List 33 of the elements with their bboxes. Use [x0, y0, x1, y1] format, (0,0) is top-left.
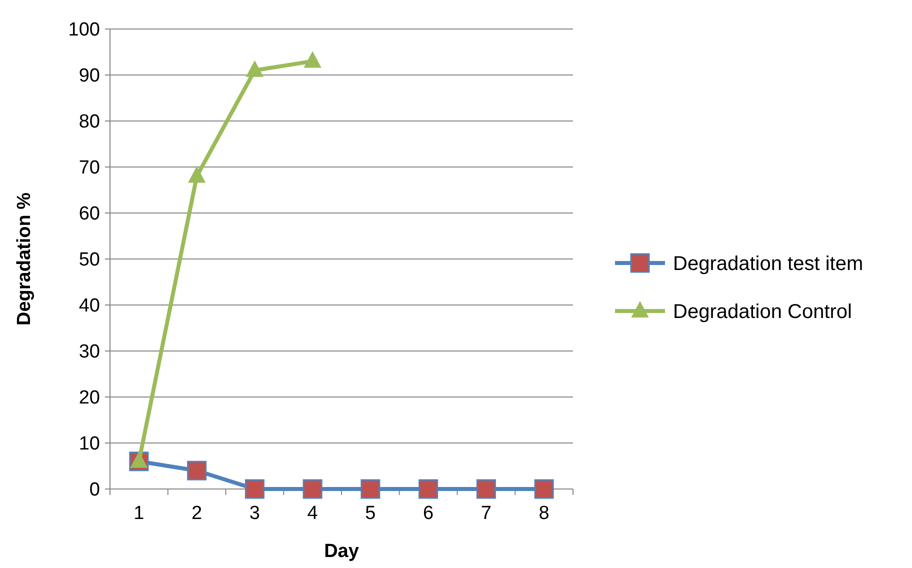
- legend-label: Degradation test item: [673, 253, 864, 275]
- x-tick-label: 2: [192, 503, 202, 524]
- point: [418, 479, 438, 499]
- point: [187, 460, 207, 480]
- y-tick-label: 20: [78, 388, 100, 409]
- y-tick-label: 100: [68, 20, 100, 41]
- x-tick-label: 7: [480, 503, 492, 524]
- y-tick-label: 90: [78, 66, 100, 87]
- point: [244, 479, 264, 499]
- x-tick-label: 3: [249, 503, 260, 524]
- y-tick-label: 10: [78, 434, 100, 455]
- point: [476, 479, 496, 499]
- point: [360, 479, 380, 499]
- y-tick-label: 80: [78, 112, 100, 133]
- x-tick-label: 6: [423, 503, 434, 524]
- legend-label: Degradation Control: [673, 301, 852, 323]
- y-tick-label: 40: [78, 296, 100, 317]
- x-tick-label: 4: [307, 503, 318, 524]
- y-tick-label: 60: [78, 204, 100, 225]
- point: [302, 479, 322, 499]
- x-tick-label: 1: [134, 503, 144, 524]
- y-tick-label: 50: [78, 250, 100, 271]
- x-axis-title: Day: [324, 541, 360, 562]
- x-tick-label: 8: [538, 503, 550, 524]
- y-tick-label: 0: [89, 480, 100, 501]
- y-tick-label: 70: [78, 158, 100, 179]
- point: [534, 479, 554, 499]
- point: [304, 52, 322, 68]
- y-tick-label: 30: [78, 342, 100, 363]
- point: [246, 60, 264, 77]
- x-tick-label: 5: [365, 503, 376, 524]
- point: [188, 166, 206, 183]
- y-axis-title: Degradation %: [14, 192, 35, 326]
